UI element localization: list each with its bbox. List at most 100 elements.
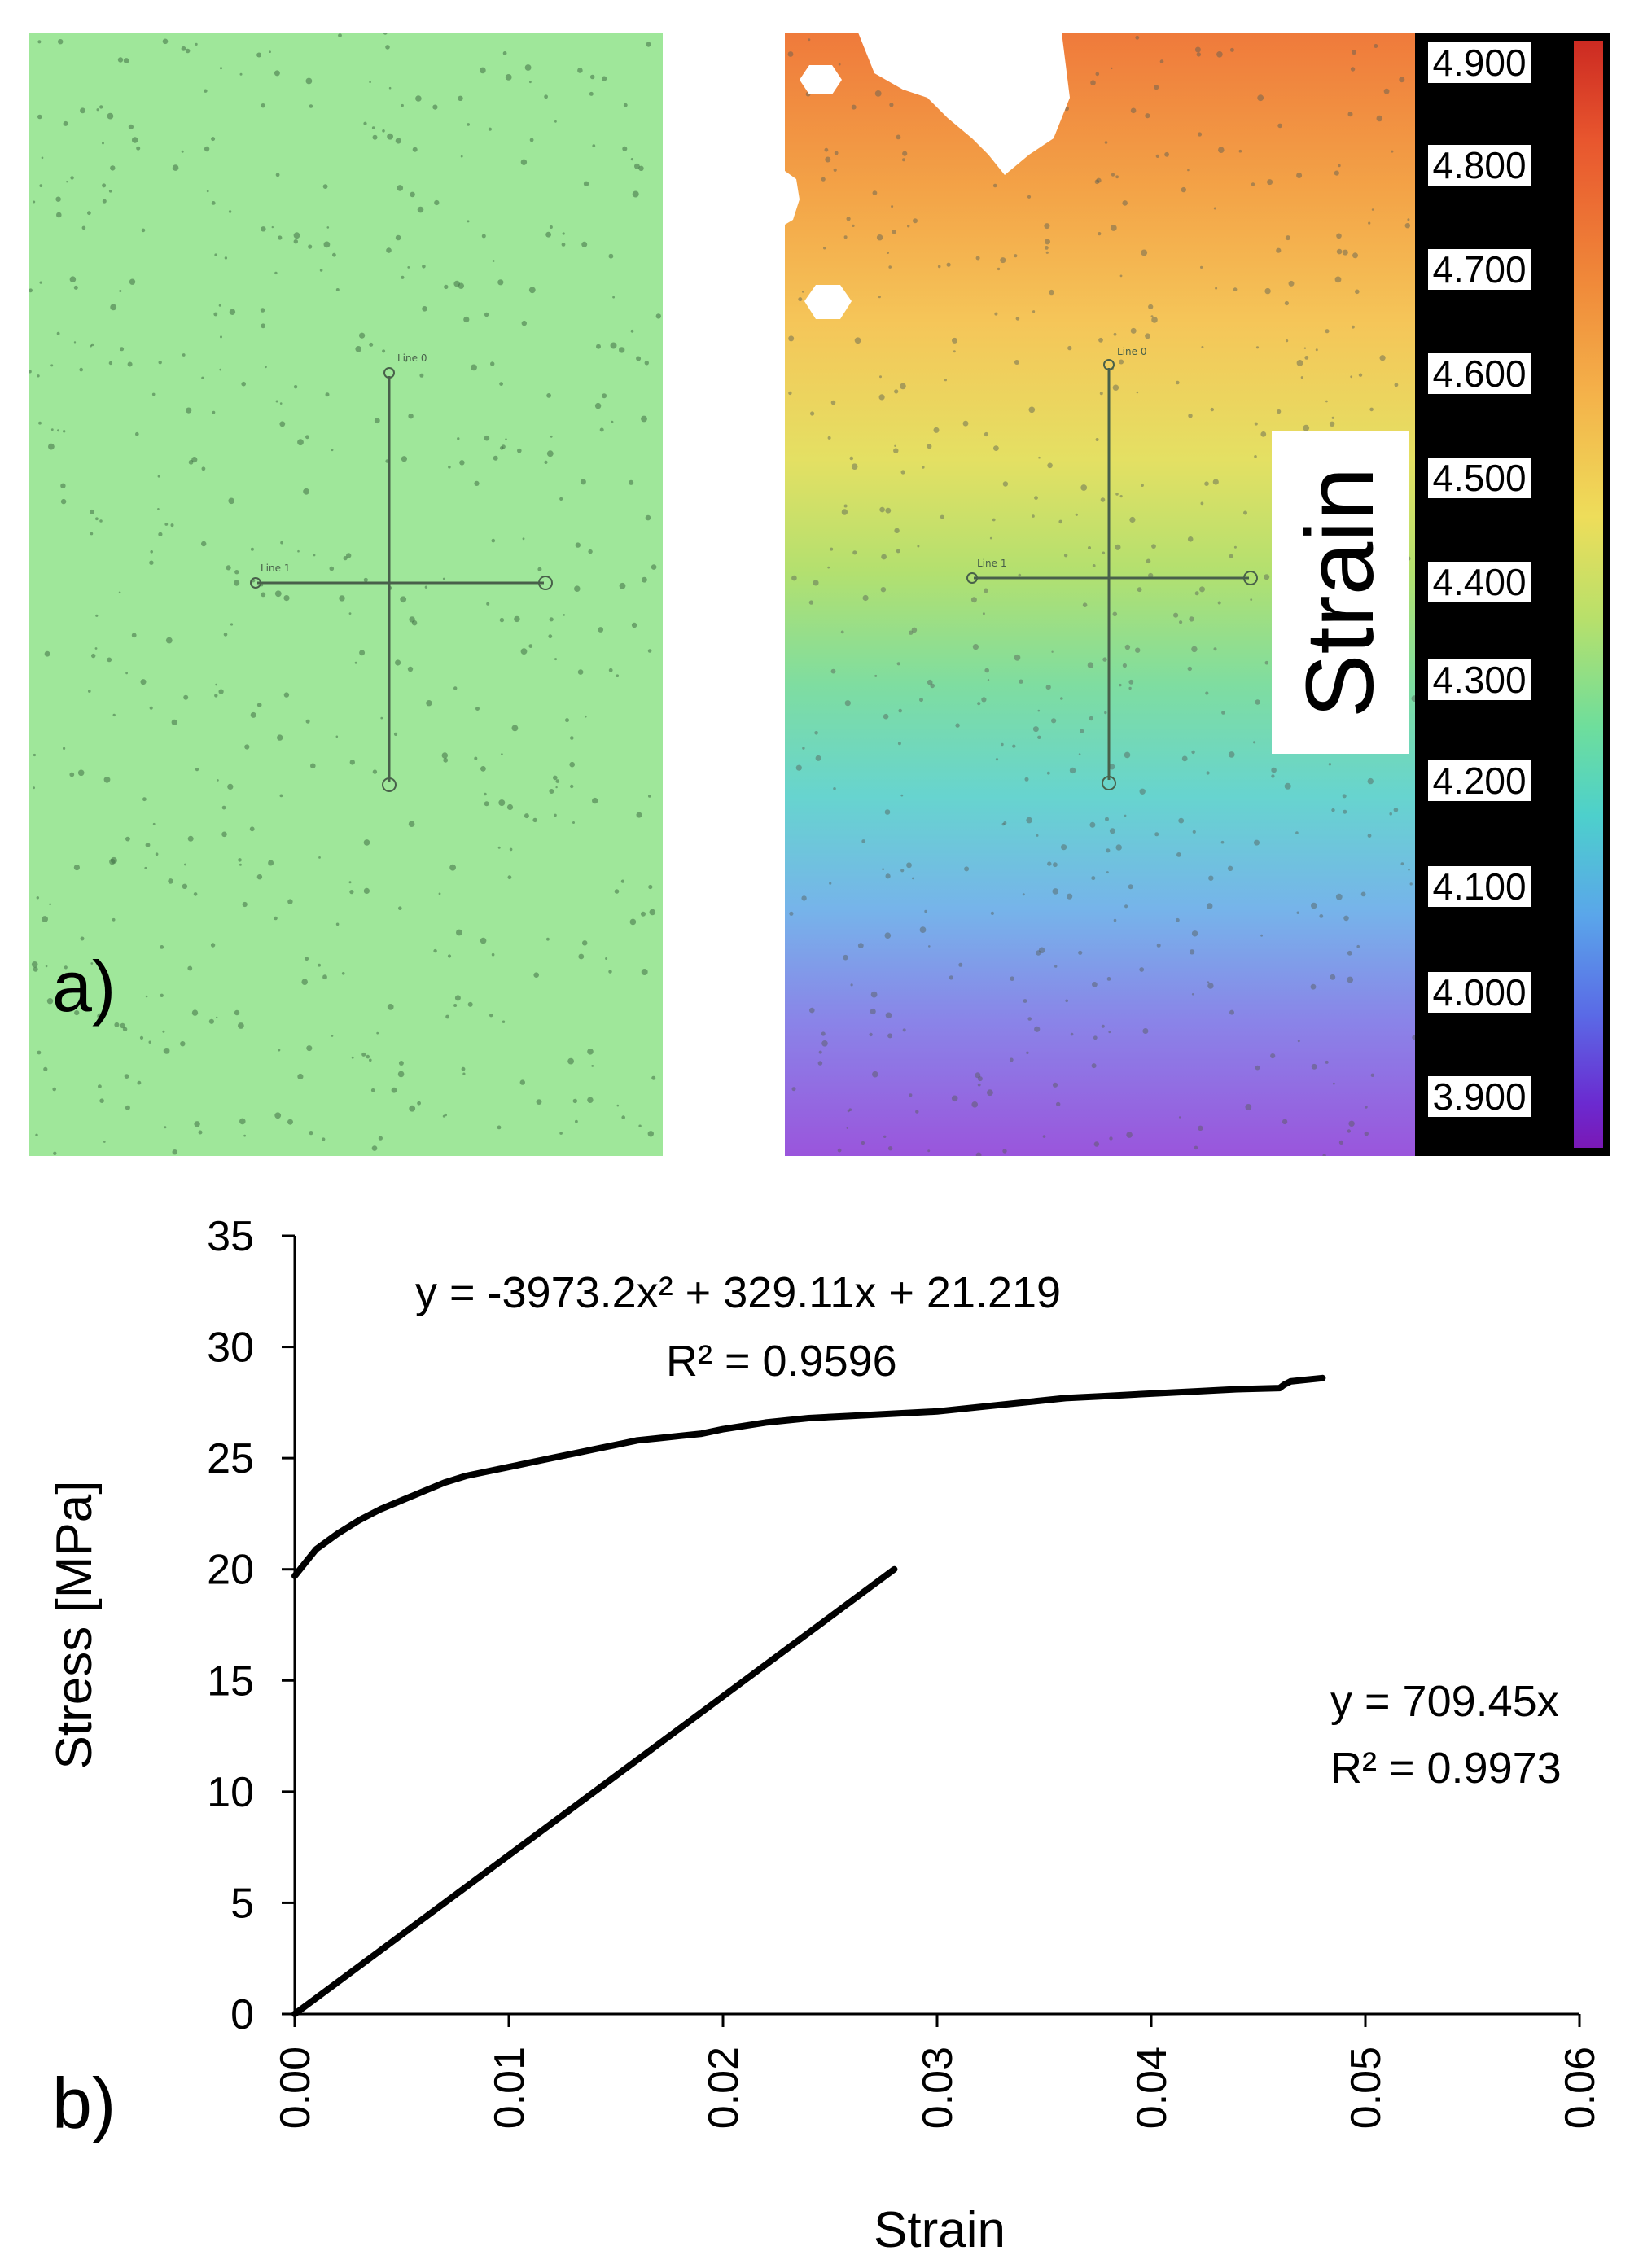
speckle-dot bbox=[355, 346, 362, 352]
speckle-dot bbox=[1253, 741, 1256, 744]
speckle-dot bbox=[297, 549, 300, 553]
speckle-dot bbox=[1022, 893, 1025, 896]
speckle-dot bbox=[922, 466, 925, 469]
speckle-dot bbox=[1194, 591, 1199, 596]
speckle-dot bbox=[605, 957, 608, 960]
speckle-dot bbox=[900, 470, 905, 475]
speckle-dot bbox=[1080, 729, 1084, 733]
speckle-dot bbox=[1233, 545, 1237, 549]
speckle-dot bbox=[1200, 501, 1204, 506]
speckle-dot bbox=[982, 612, 985, 615]
speckle-pattern-right: Line 0 Line 1 bbox=[785, 33, 1415, 1156]
speckle-dot bbox=[90, 343, 94, 347]
speckle-dot bbox=[31, 961, 38, 968]
speckle-dot bbox=[629, 918, 637, 926]
y-tick-label: 30 bbox=[207, 1324, 254, 1372]
speckle-dot bbox=[798, 297, 803, 302]
speckle-dot bbox=[387, 133, 393, 140]
speckle-dot bbox=[410, 191, 415, 198]
speckle-dot bbox=[318, 856, 321, 859]
speckle-dot bbox=[791, 1087, 796, 1092]
speckle-dot bbox=[1001, 742, 1004, 747]
speckle-dot bbox=[339, 595, 345, 602]
speckle-dot bbox=[995, 758, 999, 761]
speckle-dot bbox=[1037, 709, 1041, 712]
speckle-dot bbox=[808, 600, 814, 605]
speckle-dot bbox=[1060, 697, 1063, 700]
speckle-dot bbox=[520, 159, 528, 165]
speckle-dot bbox=[305, 435, 309, 440]
speckle-dot bbox=[454, 995, 461, 1001]
speckle-dot bbox=[1296, 173, 1303, 178]
speckle-dot bbox=[102, 199, 107, 204]
speckle-dot bbox=[73, 285, 78, 290]
speckle-dot bbox=[38, 421, 42, 425]
speckle-dot bbox=[1188, 414, 1193, 418]
speckle-dot bbox=[397, 1071, 405, 1078]
speckle-dot bbox=[457, 437, 460, 440]
speckle-dot bbox=[1014, 360, 1019, 365]
speckle-dot bbox=[277, 734, 283, 741]
speckle-dot bbox=[827, 566, 830, 569]
speckle-dot bbox=[1119, 274, 1123, 278]
colorbar-tick-label: 4.500 bbox=[1428, 458, 1531, 498]
speckle-dot bbox=[172, 1149, 177, 1155]
speckle-dot bbox=[50, 428, 54, 431]
speckle-dot bbox=[491, 952, 495, 957]
speckle-dot bbox=[809, 1007, 815, 1014]
speckle-dot bbox=[127, 361, 133, 367]
speckle-dot bbox=[1109, 828, 1115, 834]
speckle-dot bbox=[1032, 310, 1036, 313]
speckle-dot bbox=[1003, 821, 1007, 825]
speckle-dot bbox=[398, 906, 402, 910]
speckle-dot bbox=[213, 312, 218, 317]
speckle-dot bbox=[234, 1009, 240, 1016]
speckle-dot bbox=[201, 466, 206, 471]
speckle-dot bbox=[644, 361, 649, 366]
speckle-dot bbox=[1141, 484, 1144, 487]
speckle-dot bbox=[1187, 169, 1190, 172]
speckle-dot bbox=[984, 588, 988, 593]
speckle-dot bbox=[1105, 817, 1109, 821]
speckle-dot bbox=[608, 970, 612, 974]
speckle-dot bbox=[1277, 123, 1282, 129]
colorbar-tick-label: 4.400 bbox=[1428, 562, 1531, 602]
speckle-dot bbox=[896, 662, 900, 666]
speckle-dot bbox=[818, 1050, 822, 1054]
speckle-dot bbox=[218, 689, 224, 694]
speckle-dot bbox=[885, 873, 891, 879]
speckle-dot bbox=[1112, 611, 1118, 617]
speckle-dot bbox=[638, 165, 644, 171]
speckle-dot bbox=[191, 1009, 199, 1016]
speckle-dot bbox=[596, 344, 601, 349]
speckle-dot bbox=[854, 337, 861, 344]
speckle-dot bbox=[401, 275, 405, 279]
speckle-dot bbox=[401, 103, 404, 107]
speckle-dot bbox=[1352, 252, 1358, 259]
speckle-dot bbox=[29, 288, 33, 293]
speckle-dot bbox=[1255, 699, 1260, 705]
speckle-dot bbox=[1379, 355, 1386, 361]
speckle-dot bbox=[57, 429, 59, 432]
speckle-dot bbox=[887, 1033, 893, 1039]
speckle-dot bbox=[1334, 276, 1342, 283]
speckle-dot bbox=[883, 1135, 887, 1139]
speckle-dot bbox=[857, 943, 864, 948]
speckle-dot bbox=[844, 700, 851, 707]
speckle-dot bbox=[313, 554, 316, 557]
speckle-dot bbox=[548, 634, 553, 639]
speckle-dot bbox=[1032, 514, 1035, 518]
speckle-dot bbox=[588, 549, 593, 554]
speckle-dot bbox=[592, 144, 596, 148]
speckle-dot bbox=[417, 1101, 421, 1106]
speckle-dot bbox=[497, 279, 504, 286]
speckle-dot bbox=[1124, 814, 1127, 817]
speckle-dot bbox=[293, 232, 300, 239]
speckle-dot bbox=[620, 879, 625, 883]
speckle-dot bbox=[335, 288, 340, 291]
speckle-dot bbox=[160, 993, 164, 998]
speckle-dot bbox=[843, 504, 848, 508]
speckle-dot bbox=[475, 707, 480, 711]
speckle-dot bbox=[256, 52, 262, 58]
speckle-dot bbox=[221, 805, 226, 810]
